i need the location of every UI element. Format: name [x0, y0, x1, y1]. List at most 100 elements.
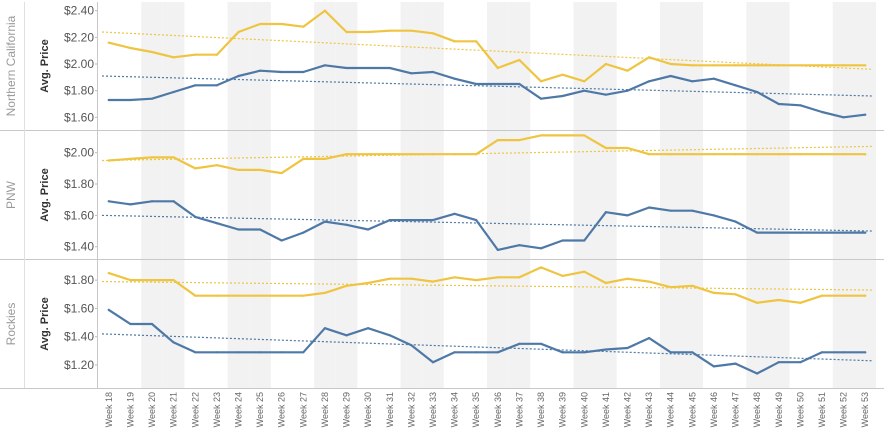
x-tick-label: Week 29 — [342, 392, 352, 427]
trend-line-blue — [101, 214, 873, 232]
column-band — [162, 2, 185, 388]
data-point-yellow — [539, 80, 543, 83]
data-point-blue — [302, 351, 305, 354]
data-point-yellow — [518, 276, 521, 279]
data-point-blue — [777, 361, 780, 364]
data-point-yellow — [691, 64, 694, 67]
data-point-blue — [799, 231, 802, 234]
data-point-blue — [583, 89, 586, 92]
data-point-yellow — [345, 284, 348, 287]
data-point-blue — [691, 209, 694, 212]
data-point-yellow — [669, 286, 672, 289]
x-tick-label: Week 39 — [558, 392, 568, 427]
data-point-blue — [691, 80, 694, 83]
column-band — [227, 2, 250, 388]
data-point-yellow — [194, 53, 197, 56]
data-point-yellow — [539, 134, 543, 137]
column-band — [335, 2, 358, 388]
data-point-yellow — [129, 157, 132, 161]
series-line-blue — [107, 200, 867, 251]
data-point-blue — [756, 90, 759, 94]
series-line-yellow — [107, 134, 867, 175]
data-point-yellow — [777, 298, 780, 302]
data-point-yellow — [820, 153, 824, 156]
data-point-blue — [194, 351, 197, 354]
x-tick-label: Week 24 — [233, 392, 243, 427]
data-point-blue — [323, 327, 327, 330]
data-point-yellow — [864, 64, 867, 67]
data-point-blue — [431, 218, 435, 222]
data-point-yellow — [302, 25, 305, 28]
data-point-yellow — [280, 22, 283, 26]
x-tick-label: Week 26 — [277, 392, 287, 427]
column-band — [573, 2, 596, 388]
data-point-yellow — [453, 276, 456, 279]
data-point-blue — [388, 334, 391, 337]
data-point-blue — [431, 361, 435, 364]
column-band — [400, 2, 423, 388]
x-tick-label: Week 21 — [169, 392, 179, 427]
x-tick-label: Week 34 — [450, 392, 460, 427]
data-point-yellow — [647, 56, 651, 59]
panel-northern-california: Northern California Avg. Price $2.40 $2.20 $… — [4, 4, 873, 124]
data-point-yellow — [820, 64, 824, 67]
data-point-blue — [734, 362, 737, 365]
data-point-blue — [647, 206, 651, 209]
data-point-yellow — [712, 153, 716, 156]
data-point-blue — [712, 365, 716, 368]
data-point-yellow — [215, 294, 218, 297]
data-point-yellow — [258, 168, 262, 172]
data-point-blue — [691, 351, 694, 354]
data-point-blue — [280, 70, 283, 74]
data-point-yellow — [323, 157, 327, 161]
data-point-blue — [150, 97, 154, 100]
data-point-yellow — [756, 64, 759, 67]
data-point-blue — [431, 70, 435, 74]
data-point-blue — [129, 98, 132, 102]
data-point-yellow — [561, 274, 564, 278]
data-point-blue — [107, 98, 110, 102]
data-point-yellow — [237, 294, 240, 297]
data-point-yellow — [734, 64, 737, 67]
data-point-blue — [734, 84, 737, 87]
data-point-blue — [496, 351, 499, 354]
data-point-blue — [345, 223, 348, 226]
data-point-blue — [345, 66, 348, 70]
data-point-yellow — [107, 41, 110, 44]
data-point-blue — [864, 113, 867, 116]
trend-line-yellow — [101, 145, 873, 162]
data-point-blue — [496, 82, 499, 86]
data-point-yellow — [691, 284, 694, 287]
data-point-blue — [172, 341, 175, 344]
column-band — [249, 2, 271, 388]
data-point-yellow — [345, 30, 348, 34]
data-point-blue — [237, 351, 240, 354]
data-point-yellow — [302, 157, 305, 161]
data-point-blue — [367, 228, 370, 231]
trend-line-yellow — [101, 280, 873, 291]
data-point-blue — [172, 90, 175, 94]
x-tick-label: Week 41 — [601, 392, 611, 427]
data-point-blue — [258, 351, 262, 354]
x-tick-label: Week 18 — [104, 392, 114, 427]
data-point-yellow — [410, 153, 413, 156]
data-point-yellow — [475, 279, 478, 282]
data-point-blue — [756, 372, 759, 375]
data-point-yellow — [388, 153, 391, 156]
data-point-blue — [215, 222, 218, 225]
data-point-blue — [172, 200, 175, 203]
data-point-blue — [842, 231, 845, 234]
data-point-yellow — [237, 30, 240, 34]
data-point-yellow — [496, 276, 499, 279]
data-point-blue — [669, 209, 672, 212]
data-point-yellow — [388, 29, 391, 32]
x-axis: Week 18 Week 19 Week 20 Week 21 Week 22 Week … — [104, 392, 870, 427]
data-point-yellow — [864, 294, 867, 297]
data-point-yellow — [453, 153, 456, 156]
data-point-blue — [410, 218, 413, 222]
x-tick-label: Week 25 — [255, 392, 265, 427]
y-tick-label: $2.00 — [64, 146, 94, 160]
x-tick-label: Week 35 — [471, 392, 481, 427]
x-tick-label: Week 33 — [428, 392, 438, 427]
data-point-blue — [539, 247, 543, 250]
